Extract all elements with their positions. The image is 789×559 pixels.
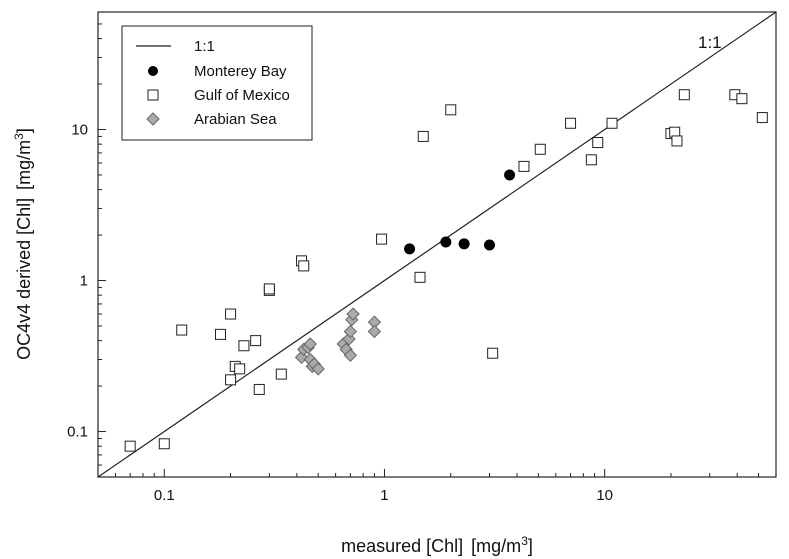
data-points [124, 89, 768, 452]
gulf-of-mexico-point [565, 117, 577, 129]
y-tick-label: 0.1 [67, 424, 88, 441]
gulf-of-mexico-point [376, 233, 388, 245]
axis-ticks: 0.1 1 10 0.1 1 10 [67, 23, 760, 504]
one-to-one-line [97, 11, 777, 478]
y-axis-title: OC4v4 derived [Chl][mg/m3] [12, 128, 34, 360]
legend-circle-symbol [148, 66, 158, 76]
arabian-sea-point [367, 324, 382, 339]
gulf-of-mexico-point [518, 160, 530, 172]
gulf-of-mexico-point [238, 340, 250, 352]
gulf-of-mexico-point [678, 89, 690, 101]
monterey-bay-point [504, 169, 516, 181]
gulf-of-mexico-point [225, 374, 237, 386]
y-tick-label: 10 [71, 122, 88, 139]
gulf-of-mexico-point [414, 271, 426, 283]
monterey-bay-point [458, 238, 470, 250]
x-tick-label: 10 [596, 487, 613, 504]
gulf-of-mexico-point [671, 135, 683, 147]
legend-label-monterey-bay: Monterey Bay [194, 63, 287, 80]
gulf-of-mexico-point [534, 143, 546, 155]
gulf-of-mexico-point [250, 335, 262, 347]
legend-label-1-1: 1:1 [194, 38, 215, 55]
gulf-of-mexico-point [417, 130, 429, 142]
arabian-sea-point [346, 307, 360, 321]
monterey-bay-point [440, 236, 452, 248]
monterey-bay-point [404, 243, 416, 255]
gulf-of-mexico-point [592, 137, 604, 149]
legend-square-symbol [147, 89, 159, 101]
x-axis-title: measured [Chl] [mg/m3] [341, 534, 533, 556]
gulf-of-mexico-point [124, 440, 136, 452]
gulf-of-mexico-point [736, 93, 748, 105]
gulf-of-mexico-point [606, 117, 618, 129]
arabian-sea-point [343, 324, 358, 339]
monterey-bay-point [484, 239, 496, 251]
gulf-of-mexico-point [253, 383, 265, 395]
legend-label-gulf-of-mexico: Gulf of Mexico [194, 87, 290, 104]
gulf-of-mexico-point [158, 438, 170, 450]
arabian-sea-point [303, 337, 317, 351]
gulf-of-mexico-point [487, 347, 499, 359]
gulf-of-mexico-point [585, 154, 597, 166]
plot-frame [97, 11, 777, 478]
arabian-sea-point [343, 348, 358, 362]
gulf-of-mexico-point [275, 368, 287, 380]
legend-diamond-symbol [146, 112, 160, 126]
gulf-of-mexico-point [176, 324, 188, 336]
y-tick-label: 1 [80, 273, 88, 290]
legend: 1:1 Monterey Bay Gulf of Mexico Arabian … [121, 25, 313, 141]
gulf-of-mexico-point [298, 260, 310, 272]
gulf-of-mexico-point [263, 283, 275, 295]
legend-label-arabian-sea: Arabian Sea [194, 111, 277, 128]
x-tick-label: 1 [380, 487, 388, 504]
one-to-one-annotation: 1:1 [698, 33, 722, 52]
x-tick-label: 0.1 [154, 487, 175, 504]
gulf-of-mexico-point [445, 104, 457, 116]
arabian-sea-point [311, 362, 325, 376]
gulf-of-mexico-point [214, 328, 226, 340]
gulf-of-mexico-point [756, 112, 768, 124]
gulf-of-mexico-point [234, 363, 246, 375]
gulf-of-mexico-point [225, 308, 237, 320]
